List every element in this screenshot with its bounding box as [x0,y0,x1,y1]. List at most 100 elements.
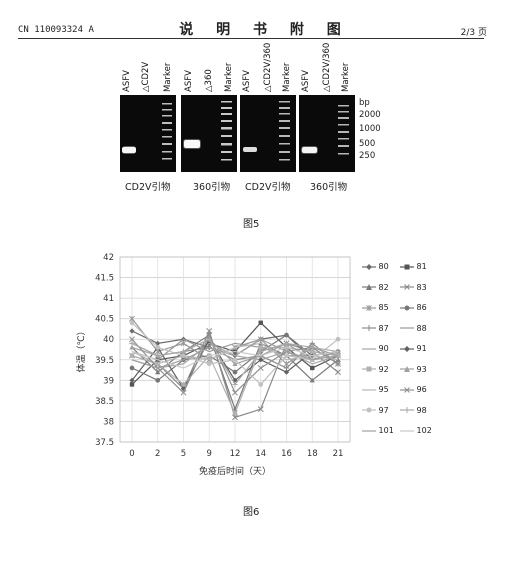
data-point [257,406,264,413]
legend-swatch [362,388,376,391]
data-point [335,369,341,376]
legend-item-86: 86 [400,303,427,312]
data-point [155,377,161,383]
data-point [232,357,238,363]
lane-label: Marker [163,62,173,92]
legend-item-81: 81 [400,262,427,271]
legend-item-87: 87 [362,324,389,333]
legend-swatch [362,429,376,432]
bp-unit-label: bp [359,98,370,108]
chart-legend: 80 81 82 83 85 86 87 88 90 91 92 93 95 9… [362,262,482,452]
temperature-line-chart: 37.5 38 38.5 39 39.5 40 40.5 41 41.5 42 0 2 5 9 12 14 16… [75,253,351,477]
legend-label: 92 [378,364,389,374]
series-line-102 [131,346,339,369]
legend-item-102: 102 [400,426,432,435]
legend-label: 82 [378,282,389,292]
page-title: 说 明 书 附 图 [179,22,350,38]
legend-item-98: 98 [400,406,427,415]
data-point [129,353,135,358]
data-point [258,345,263,350]
y-tick-label: 38.5 [95,397,114,407]
bp-label-250: 250 [359,151,376,161]
lane-label: △360 [204,69,214,92]
figure-5-caption: 图5 [243,219,260,230]
x-tick-label: 9 [207,449,212,459]
header-divider [18,38,484,39]
legend-swatch [362,304,376,311]
y-tick-label: 42 [103,253,114,263]
legend-item-80: 80 [362,262,389,271]
data-point [310,349,315,354]
data-point [257,365,264,371]
legend-item-101: 101 [362,426,394,435]
data-point [155,369,161,375]
lane-label: ASFV [242,70,252,92]
legend-label: 87 [378,323,389,333]
data-point [258,320,263,325]
gel-image-2 [181,95,237,172]
legend-item-93: 93 [400,365,427,374]
legend-label: 96 [416,385,427,394]
data-point [129,365,135,371]
legend-swatch [400,284,414,290]
legend-label: 83 [416,282,427,292]
x-tick-label: 0 [129,449,134,459]
x-tick-label: 14 [255,449,266,459]
y-axis-label: 体温（℃） [75,326,87,372]
legend-swatch [362,284,376,290]
legend-label: 101 [378,426,394,435]
x-axis-label: 免疫后时间（天） [199,465,271,477]
data-point [335,336,341,342]
legend-item-85: 85 [362,303,389,312]
data-point [232,369,238,375]
y-tick-label: 39 [103,376,114,386]
gel-image-4 [299,95,355,172]
data-point [180,389,187,396]
data-point [232,361,238,366]
legend-swatch [362,347,376,350]
lane-label: Marker [282,62,292,92]
legend-item-92: 92 [362,365,389,374]
legend-label: 81 [416,262,427,271]
x-tick-label: 12 [230,449,241,459]
y-tick-label: 37.5 [95,438,114,448]
legend-item-91: 91 [400,344,427,353]
series-line-101 [131,338,339,369]
legend-label: 90 [378,344,389,353]
data-point [129,340,135,346]
lane-label: △CD2V/360 [322,42,332,92]
data-point [129,382,135,387]
lane-label: ASFV [184,70,194,92]
legend-label: 98 [416,405,427,415]
data-point [206,361,212,367]
series-line-88 [131,338,339,361]
legend-swatch [400,264,414,269]
x-tick-label: 2 [155,449,160,459]
legend-swatch [400,386,414,393]
data-point [181,353,186,359]
data-point [310,365,315,371]
data-point [206,332,213,339]
legend-swatch [400,407,414,413]
legend-item-88: 88 [400,324,427,333]
data-point [232,381,238,388]
x-tick-label: 21 [333,449,344,459]
data-point [155,353,161,359]
data-point [232,414,238,421]
data-point [181,382,186,387]
legend-label: 95 [378,385,389,394]
legend-label: 93 [416,364,427,374]
y-tick-label: 41 [103,294,114,304]
legend-label: 80 [378,262,389,271]
legend-swatch [362,407,376,413]
x-tick-label: 5 [181,449,186,459]
legend-item-82: 82 [362,283,389,292]
data-point [129,320,135,326]
legend-item-96: 96 [400,385,427,394]
legend-label: 102 [416,426,432,435]
bp-label-2000: 2000 [359,110,381,120]
lane-label: Marker [224,62,234,92]
legend-swatch [362,325,376,331]
gel-caption-4: 360引物 [310,182,348,193]
legend-label: 85 [378,303,389,312]
